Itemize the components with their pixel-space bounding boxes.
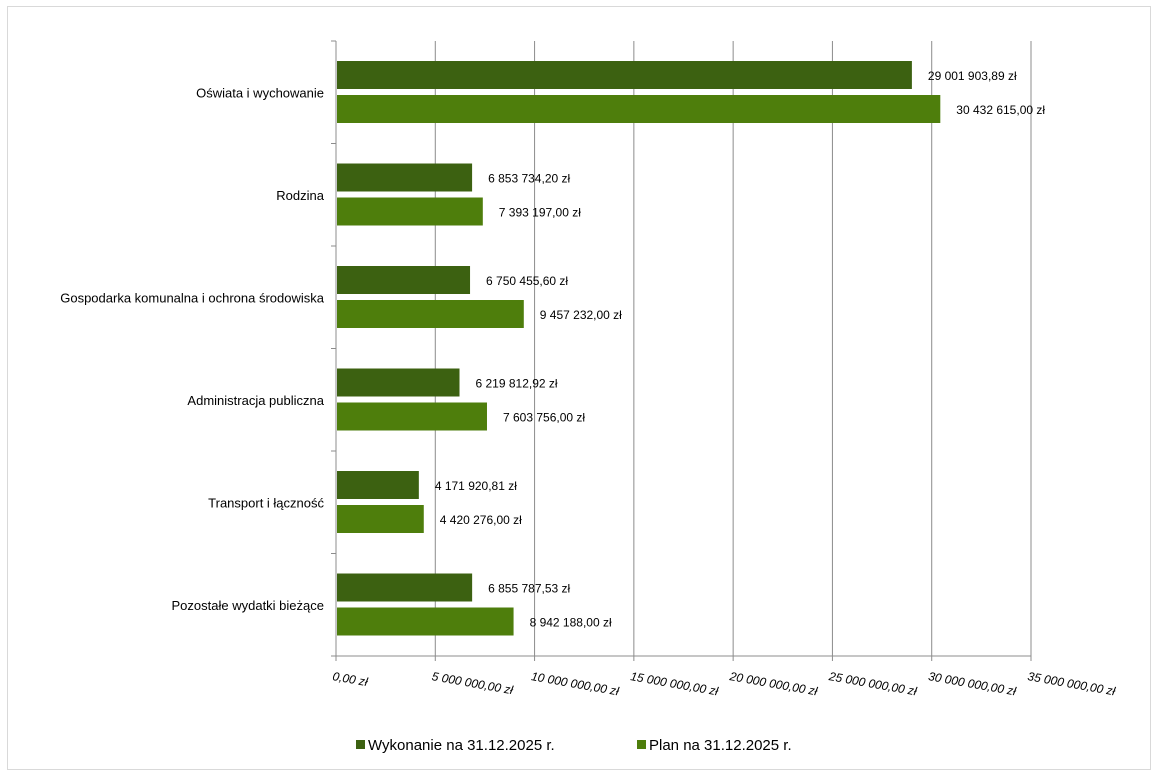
bars xyxy=(337,61,941,636)
data-label: 8 942 188,00 zł xyxy=(530,616,612,630)
gridlines xyxy=(434,41,1032,656)
x-tick-label: 25 000 000,00 zł xyxy=(827,669,918,698)
data-label: 9 457 232,00 zł xyxy=(540,308,622,322)
bar xyxy=(337,505,424,533)
legend-swatch xyxy=(356,740,365,749)
category-label: Transport i łączność xyxy=(208,495,324,510)
category-label: Administracja publiczna xyxy=(187,393,324,408)
legend-label: Plan na 31.12.2025 r. xyxy=(649,737,792,754)
x-tick-label: 5 000 000,00 zł xyxy=(431,669,515,697)
data-label: 4 420 276,00 zł xyxy=(440,513,522,527)
bar xyxy=(337,197,483,226)
data-label: 6 219 812,92 zł xyxy=(476,377,558,391)
data-label: 6 855 787,53 zł xyxy=(488,582,570,596)
data-label: 4 171 920,81 zł xyxy=(435,479,517,493)
chart-frame xyxy=(7,6,1151,770)
x-tick-label: 0,00 zł xyxy=(331,669,369,689)
data-label: 7 393 197,00 zł xyxy=(499,206,581,220)
bar xyxy=(337,573,473,602)
data-label: 6 853 734,20 zł xyxy=(488,172,570,186)
bar xyxy=(337,163,473,192)
data-label: 29 001 903,89 zł xyxy=(928,69,1017,83)
x-tick-label: 10 000 000,00 zł xyxy=(530,669,620,698)
data-label: 30 432 615,00 zł xyxy=(956,103,1045,117)
data-label: 6 750 455,60 zł xyxy=(486,274,568,288)
bar xyxy=(337,95,941,123)
category-label: Pozostałe wydatki bieżące xyxy=(172,598,324,613)
category-label: Oświata i wychowanie xyxy=(196,85,324,100)
bar xyxy=(337,61,912,89)
bar xyxy=(337,402,487,431)
bar xyxy=(337,300,524,328)
bar xyxy=(337,368,460,397)
legend: Wykonanie na 31.12.2025 r. Plan na 31.12.… xyxy=(356,737,792,754)
legend-swatch xyxy=(637,740,646,749)
x-tick-label: 35 000 000,00 zł xyxy=(1026,669,1116,698)
legend-label: Wykonanie na 31.12.2025 r. xyxy=(368,737,555,754)
data-label: 7 603 756,00 zł xyxy=(503,411,585,425)
x-tick-label: 30 000 000,00 zł xyxy=(927,669,1017,698)
bar xyxy=(337,471,419,499)
category-label: Rodzina xyxy=(276,188,324,203)
labels: Oświata i wychowanie 29 001 903,89 zł 30 4… xyxy=(60,69,1045,630)
x-tick-label: 20 000 000,00 zł xyxy=(728,669,819,698)
bar xyxy=(337,266,471,294)
bar xyxy=(337,607,514,636)
category-label: Gospodarka komunalna i ochrona środowisk… xyxy=(60,290,325,305)
x-tick-label: 15 000 000,00 zł xyxy=(629,669,719,698)
